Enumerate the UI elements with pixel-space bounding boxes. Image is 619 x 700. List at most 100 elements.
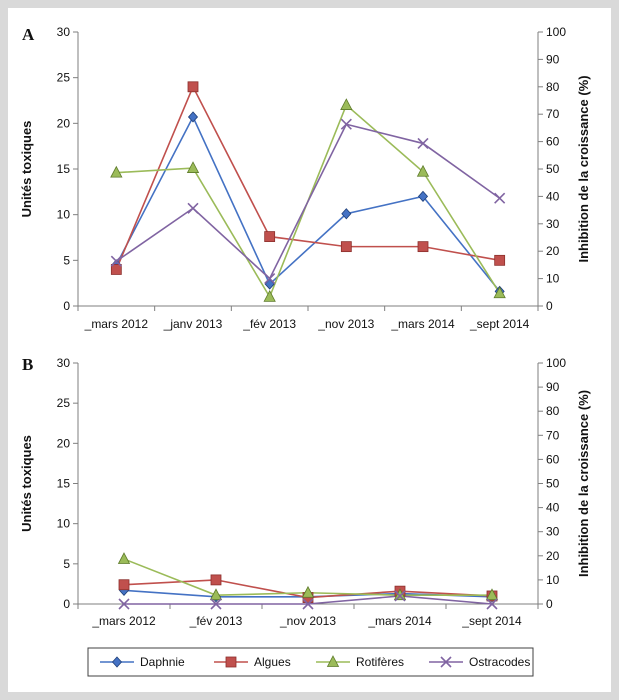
y2-tick-label: 90 <box>546 380 560 394</box>
data-point-ostracodes <box>118 598 130 610</box>
y2-tick-label: 70 <box>546 107 560 121</box>
data-point-algues <box>210 574 222 586</box>
y2-tick-label: 40 <box>546 501 560 515</box>
y2-tick-label: 10 <box>546 573 560 587</box>
data-point-algues <box>417 241 429 253</box>
data-point-rotiferes <box>416 164 430 177</box>
y-tick-label: 15 <box>57 162 71 176</box>
y2-tick-label: 50 <box>546 477 560 491</box>
y2-tick-label: 60 <box>546 135 560 149</box>
y2-tick-label: 50 <box>546 162 560 176</box>
y2-tick-label: 60 <box>546 452 560 466</box>
data-point-rotiferes <box>186 161 200 173</box>
y-tick-label: 30 <box>57 356 71 370</box>
legend-marker-algues <box>225 656 237 668</box>
data-point-rotiferes <box>117 552 131 564</box>
y-tick-label: 25 <box>57 396 71 410</box>
y-axis-title: Unités toxiques <box>19 121 34 218</box>
legend-item-rotiferes: Rotifères <box>316 655 404 669</box>
y2-tick-label: 30 <box>546 525 560 539</box>
data-point-algues <box>187 81 199 93</box>
figure-frame: A 0 5 10 15 20 25 30 0 10 20 30 40 50 60 70 80 90 100 _mars… <box>8 8 611 692</box>
y-tick-label: 20 <box>57 436 71 450</box>
legend-item-ostracodes: Ostracodes <box>429 655 530 669</box>
y-tick-label: 15 <box>57 477 71 491</box>
data-point-rotiferes <box>263 290 276 302</box>
y2-tick-label: 70 <box>546 428 560 442</box>
data-point-ostracodes <box>187 202 199 214</box>
data-point-algues <box>110 264 122 275</box>
y2-tick-label: 80 <box>546 80 560 94</box>
y2-axis-title: Inhibition de la croissance (%) <box>576 390 591 577</box>
data-point-algues <box>340 241 352 253</box>
data-point-ostracodes <box>417 137 429 149</box>
data-point-daphnie <box>417 190 429 202</box>
data-point-daphnie <box>341 208 352 220</box>
legend-marker-daphnie <box>111 656 123 668</box>
data-point-ostracodes <box>340 118 352 130</box>
y-tick-label: 20 <box>57 116 71 130</box>
panel-a: A 0 5 10 15 20 25 30 0 10 20 30 40 50 60 70 80 90 100 _mars… <box>19 25 591 331</box>
y-tick-label: 0 <box>63 597 70 611</box>
y-tick-label: 0 <box>63 299 70 313</box>
series-line-ostracodes <box>115 123 501 280</box>
x-tick-label: _mars 2012 <box>84 317 149 331</box>
data-point-ostracodes <box>110 255 122 267</box>
x-tick-label: _sept 2014 <box>461 614 522 628</box>
y2-tick-label: 80 <box>546 404 560 418</box>
figure-svg: A0510152025300102030405060708090100_mars… <box>19 25 591 677</box>
y2-tick-label: 100 <box>546 356 566 370</box>
legend-label: Daphnie <box>140 655 185 669</box>
legend-item-algues: Algues <box>214 655 291 669</box>
legend-label: Algues <box>254 655 291 669</box>
legend-label: Ostracodes <box>469 655 530 669</box>
data-point-algues <box>118 579 130 591</box>
x-tick-label: _fév 2013 <box>242 317 296 331</box>
y-axis-title: Unités toxiques <box>19 435 34 532</box>
data-point-ostracodes <box>302 598 314 610</box>
y2-tick-label: 0 <box>546 299 553 313</box>
legend-marker-rotiferes <box>326 655 340 667</box>
data-point-ostracodes <box>210 598 222 610</box>
data-point-ostracodes <box>494 192 506 204</box>
data-point-ostracodes <box>394 590 406 602</box>
x-tick-label: _janv 2013 <box>163 317 223 331</box>
series-line-daphnie <box>115 115 501 292</box>
y2-tick-label: 0 <box>546 597 553 611</box>
y-tick-label: 5 <box>63 253 70 267</box>
y2-tick-label: 30 <box>546 217 560 231</box>
data-point-rotiferes <box>340 98 353 110</box>
data-point-ostracodes <box>264 273 276 285</box>
x-tick-label: _nov 2013 <box>317 317 374 331</box>
y2-axis-title: Inhibition de la croissance (%) <box>576 75 591 262</box>
data-point-rotiferes <box>493 286 506 299</box>
y2-tick-label: 10 <box>546 272 560 286</box>
data-point-rotiferes <box>110 165 123 178</box>
legend-item-daphnie: Daphnie <box>100 655 185 669</box>
data-point-ostracodes <box>486 598 498 610</box>
y2-tick-label: 20 <box>546 549 560 563</box>
series-line-algues <box>115 84 500 270</box>
y-tick-label: 25 <box>57 71 71 85</box>
y2-tick-label: 20 <box>546 244 560 258</box>
x-tick-label: _nov 2013 <box>279 614 336 628</box>
x-tick-label: _fév 2013 <box>189 614 243 628</box>
data-point-rotiferes <box>209 588 223 601</box>
legend-label: Rotifères <box>356 655 404 669</box>
y2-tick-label: 90 <box>546 52 560 66</box>
y-tick-label: 10 <box>57 517 71 531</box>
y2-tick-label: 100 <box>546 25 566 39</box>
data-point-algues <box>494 254 506 266</box>
y2-tick-label: 40 <box>546 189 560 203</box>
data-point-rotiferes <box>301 585 315 598</box>
legend: Daphnie Algues Rotifères Ostracodes <box>87 647 534 677</box>
y-tick-label: 5 <box>63 557 70 571</box>
panel-letter: A <box>22 25 35 44</box>
data-point-daphnie <box>187 111 199 123</box>
data-point-rotiferes <box>485 588 499 601</box>
x-tick-label: _mars 2014 <box>390 317 455 331</box>
data-point-rotiferes <box>393 588 407 601</box>
x-tick-label: _sept 2014 <box>469 317 530 331</box>
legend-marker-ostracodes <box>440 656 452 668</box>
panel-b: B 0 5 10 15 20 25 30 0 10 20 30 40 50 60 70 80 90 100 _mars… <box>19 355 591 628</box>
